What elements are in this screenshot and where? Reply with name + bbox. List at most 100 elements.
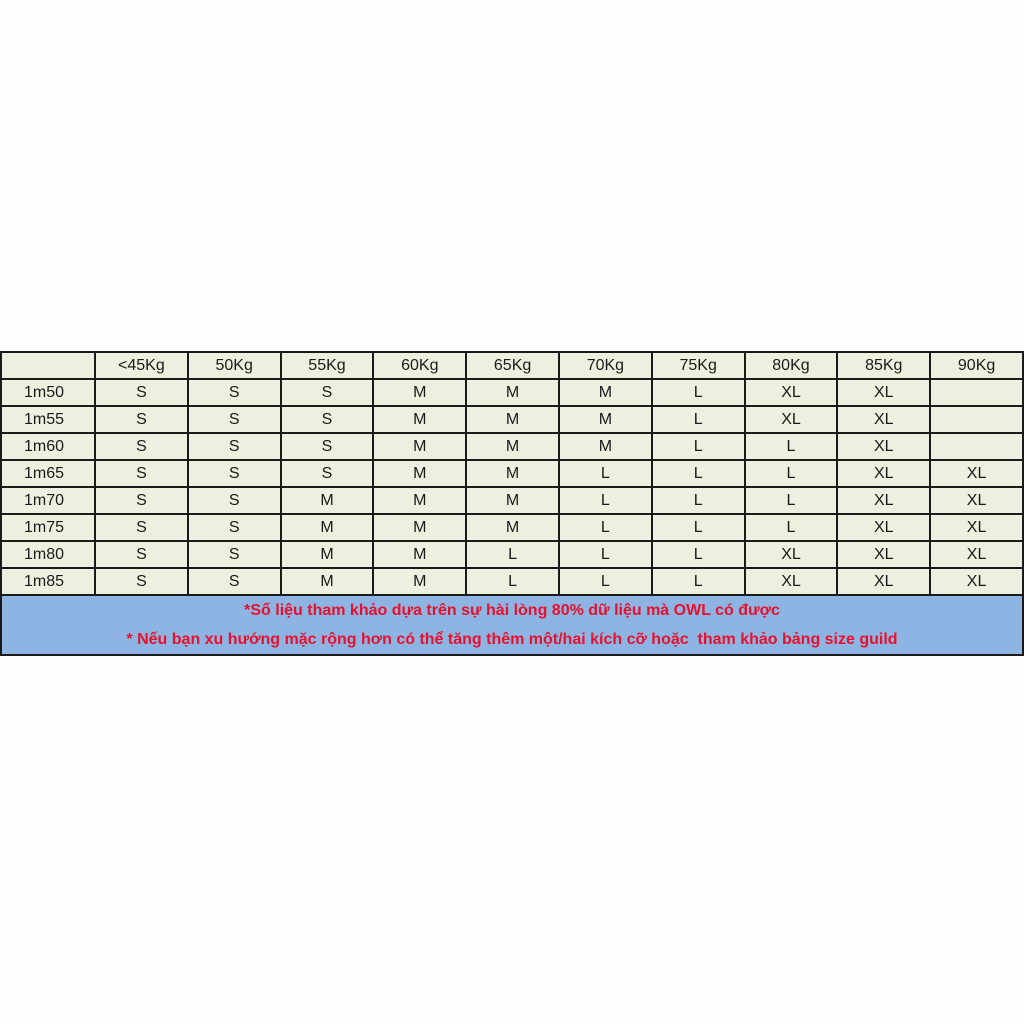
weight-header: 55Kg	[279, 351, 375, 380]
size-cell: S	[94, 486, 189, 515]
size-cell: L	[743, 513, 839, 542]
size-cell: S	[186, 486, 282, 515]
table-row: 1m50 S S S M M M L XL XL	[0, 378, 1024, 407]
weight-header: 65Kg	[465, 351, 560, 380]
notes-cell: *Số liệu tham khảo dựa trên sự hài lòng …	[0, 594, 1024, 656]
weight-header: 75Kg	[650, 351, 746, 380]
size-cell: XL	[836, 432, 932, 461]
size-cell: M	[372, 459, 468, 488]
size-cell: M	[557, 432, 653, 461]
table-row: 1m55 S S S M M M L XL XL	[0, 405, 1024, 434]
size-cell: XL	[836, 540, 932, 569]
size-cell: XL	[836, 378, 932, 407]
weight-header: 60Kg	[372, 351, 468, 380]
size-cell: L	[743, 459, 839, 488]
size-cell: L	[743, 486, 839, 515]
size-cell: S	[186, 513, 282, 542]
weight-header: 80Kg	[743, 351, 839, 380]
size-cell: M	[557, 378, 653, 407]
size-cell: M	[372, 540, 468, 569]
size-cell: S	[279, 432, 375, 461]
table-row: 1m60 S S S M M M L L XL	[0, 432, 1024, 461]
size-cell: S	[94, 459, 189, 488]
size-cell: M	[465, 513, 560, 542]
size-cell: XL	[836, 513, 932, 542]
size-cell: M	[372, 567, 468, 596]
weight-header: <45Kg	[94, 351, 189, 380]
size-cell: S	[186, 567, 282, 596]
weight-header: 85Kg	[836, 351, 932, 380]
table-row: 1m85 S S M M L L L XL XL XL	[0, 567, 1024, 596]
size-cell: L	[743, 432, 839, 461]
corner-cell	[0, 351, 96, 380]
size-cell: XL	[743, 378, 839, 407]
size-cell: XL	[836, 405, 932, 434]
table-row: 1m70 S S M M M L L L XL XL	[0, 486, 1024, 515]
size-cell: M	[557, 405, 653, 434]
size-cell: L	[465, 540, 560, 569]
size-cell: L	[650, 459, 746, 488]
size-cell: XL	[929, 567, 1024, 596]
size-cell: S	[94, 378, 189, 407]
weight-header: 70Kg	[557, 351, 653, 380]
size-cell: S	[94, 405, 189, 434]
table-row: 1m65 S S S M M L L L XL XL	[0, 459, 1024, 488]
size-cell: L	[557, 567, 653, 596]
size-cell: L	[650, 567, 746, 596]
size-cell: M	[465, 378, 560, 407]
height-label: 1m70	[0, 486, 96, 515]
size-cell: XL	[743, 540, 839, 569]
size-cell: S	[186, 378, 282, 407]
size-cell: M	[465, 432, 560, 461]
size-cell: L	[650, 540, 746, 569]
table-row: 1m80 S S M M L L L XL XL XL	[0, 540, 1024, 569]
size-cell: M	[279, 486, 375, 515]
size-cell: XL	[836, 567, 932, 596]
size-cell: L	[557, 513, 653, 542]
note-1: *Số liệu tham khảo dựa trên sự hài lòng …	[244, 602, 780, 619]
size-cell: S	[94, 432, 189, 461]
size-cell: L	[650, 486, 746, 515]
size-table: <45Kg 50Kg 55Kg 60Kg 65Kg 70Kg 75Kg 80Kg 85Kg 90K…	[0, 351, 1024, 656]
size-cell	[929, 405, 1024, 434]
size-cell: S	[186, 432, 282, 461]
size-cell: XL	[743, 405, 839, 434]
table-row: 1m75 S S M M M L L L XL XL	[0, 513, 1024, 542]
size-cell: XL	[929, 486, 1024, 515]
size-cell: M	[465, 405, 560, 434]
note-2: * Nếu bạn xu hướng mặc rộng hơn có thể t…	[126, 631, 898, 648]
height-label: 1m80	[0, 540, 96, 569]
size-cell: L	[650, 432, 746, 461]
size-cell: L	[557, 540, 653, 569]
height-label: 1m60	[0, 432, 96, 461]
size-cell	[929, 378, 1024, 407]
size-cell: L	[650, 513, 746, 542]
size-cell: XL	[836, 486, 932, 515]
size-cell: XL	[743, 567, 839, 596]
size-cell: S	[94, 567, 189, 596]
size-cell: M	[279, 567, 375, 596]
size-cell: S	[186, 405, 282, 434]
height-label: 1m50	[0, 378, 96, 407]
size-cell: L	[650, 405, 746, 434]
size-cell: L	[650, 378, 746, 407]
notes-row: *Số liệu tham khảo dựa trên sự hài lòng …	[0, 594, 1024, 656]
size-cell: M	[372, 378, 468, 407]
size-cell: S	[186, 459, 282, 488]
size-cell: XL	[929, 459, 1024, 488]
size-cell: M	[279, 540, 375, 569]
size-cell: S	[279, 378, 375, 407]
size-cell: XL	[929, 540, 1024, 569]
size-chart: <45Kg 50Kg 55Kg 60Kg 65Kg 70Kg 75Kg 80Kg 85Kg 90K…	[0, 351, 1024, 656]
height-label: 1m85	[0, 567, 96, 596]
size-cell: M	[465, 459, 560, 488]
size-cell: S	[94, 540, 189, 569]
size-cell: L	[557, 486, 653, 515]
size-cell: S	[94, 513, 189, 542]
size-cell: S	[279, 405, 375, 434]
size-cell	[929, 432, 1024, 461]
size-cell: XL	[929, 513, 1024, 542]
size-cell: M	[372, 513, 468, 542]
size-cell: XL	[836, 459, 932, 488]
header-row: <45Kg 50Kg 55Kg 60Kg 65Kg 70Kg 75Kg 80Kg 85Kg 90K…	[0, 351, 1024, 380]
